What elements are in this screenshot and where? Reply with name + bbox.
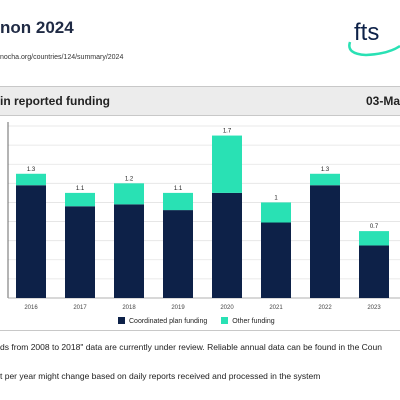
bar-other-2017 <box>65 192 95 207</box>
x-tick-label-2023: 2023 <box>367 305 381 311</box>
data-label-2020: 1.7 <box>223 129 232 135</box>
chart-legend: Coordinated plan funding Other funding <box>118 317 287 327</box>
legend-label-coordinated: Coordinated plan funding <box>129 318 208 325</box>
legend-item-coordinated[interactable]: Coordinated plan funding <box>118 317 207 325</box>
bar-other-2022 <box>310 173 340 186</box>
logo-text: fts <box>354 19 379 46</box>
bar-coordinated-2017 <box>65 206 95 298</box>
legend-item-other[interactable]: Other funding <box>221 317 275 325</box>
bar-other-2018 <box>114 183 144 205</box>
funding-bar-chart: 1.3 2016 1.1 2017 1.2 2018 1.1 2019 1.7 2020 1 2021… <box>7 122 400 311</box>
bar-coordinated-2021 <box>261 222 291 298</box>
bar-coordinated-2022 <box>310 185 340 298</box>
bar-other-2016 <box>16 173 46 186</box>
page-title: non 2024 <box>0 18 74 37</box>
chart-panel: 1.3 2016 1.1 2017 1.2 2018 1.1 2019 1.7 2020 1 2021… <box>0 114 400 331</box>
x-tick-label-2016: 2016 <box>24 305 38 311</box>
x-tick-label-2020: 2020 <box>220 305 234 311</box>
data-update-note: t per year might change based on daily r… <box>0 371 321 381</box>
fts-logo[interactable]: fts <box>344 8 400 60</box>
data-label-2019: 1.1 <box>174 186 183 192</box>
data-review-note: ds from 2008 to 2018" data are currently… <box>0 342 382 352</box>
legend-label-other: Other funding <box>232 318 275 325</box>
data-label-2022: 1.3 <box>321 167 330 173</box>
chart-header: in reported funding 03-Ma <box>0 86 400 116</box>
bar-coordinated-2020 <box>212 192 242 298</box>
chart-date: 03-Ma <box>365 94 400 108</box>
bar-coordinated-2023 <box>359 245 389 298</box>
x-tick-label-2022: 2022 <box>318 305 332 311</box>
bar-coordinated-2018 <box>114 204 144 298</box>
chart-title: in reported funding <box>0 94 110 108</box>
source-url[interactable]: nocha.org/countries/124/summary/2024 <box>0 54 124 61</box>
data-label-2017: 1.1 <box>76 186 85 192</box>
data-label-2016: 1.3 <box>27 167 36 173</box>
bar-coordinated-2019 <box>163 210 193 298</box>
legend-swatch-coordinated <box>118 317 125 324</box>
bar-other-2021 <box>261 202 291 223</box>
x-tick-label-2018: 2018 <box>122 305 136 311</box>
x-tick-label-2017: 2017 <box>73 305 87 311</box>
data-label-2018: 1.2 <box>125 176 134 182</box>
data-label-2023: 0.7 <box>370 224 379 230</box>
legend-swatch-other <box>221 317 229 324</box>
bar-other-2020 <box>212 135 242 193</box>
x-tick-label-2019: 2019 <box>171 305 185 311</box>
data-label-2021: 1 <box>274 195 278 201</box>
bar-coordinated-2016 <box>16 185 46 298</box>
bar-other-2023 <box>359 231 389 246</box>
bar-other-2019 <box>163 192 193 211</box>
x-tick-label-2021: 2021 <box>269 305 283 311</box>
